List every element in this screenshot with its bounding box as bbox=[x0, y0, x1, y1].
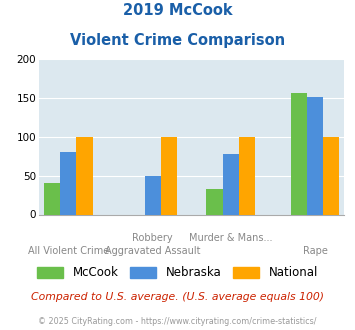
Bar bbox=[206, 189, 223, 214]
Bar bbox=[161, 137, 177, 214]
Bar bbox=[223, 154, 239, 214]
Bar bbox=[144, 176, 161, 214]
Bar bbox=[307, 97, 323, 214]
Text: 2019 McCook: 2019 McCook bbox=[123, 3, 232, 18]
Text: Violent Crime Comparison: Violent Crime Comparison bbox=[70, 33, 285, 48]
Text: All Violent Crime: All Violent Crime bbox=[28, 246, 109, 256]
Bar bbox=[291, 93, 307, 214]
Bar bbox=[44, 183, 60, 214]
Legend: McCook, Nebraska, National: McCook, Nebraska, National bbox=[32, 262, 323, 284]
Text: Compared to U.S. average. (U.S. average equals 100): Compared to U.S. average. (U.S. average … bbox=[31, 292, 324, 302]
Text: Robbery: Robbery bbox=[132, 233, 173, 243]
Bar bbox=[76, 137, 93, 214]
Text: Murder & Mans...: Murder & Mans... bbox=[189, 233, 272, 243]
Text: Aggravated Assault: Aggravated Assault bbox=[105, 246, 201, 256]
Bar bbox=[60, 152, 76, 214]
Bar bbox=[239, 137, 255, 214]
Text: Rape: Rape bbox=[303, 246, 328, 256]
Text: © 2025 CityRating.com - https://www.cityrating.com/crime-statistics/: © 2025 CityRating.com - https://www.city… bbox=[38, 317, 317, 326]
Bar bbox=[323, 137, 339, 214]
